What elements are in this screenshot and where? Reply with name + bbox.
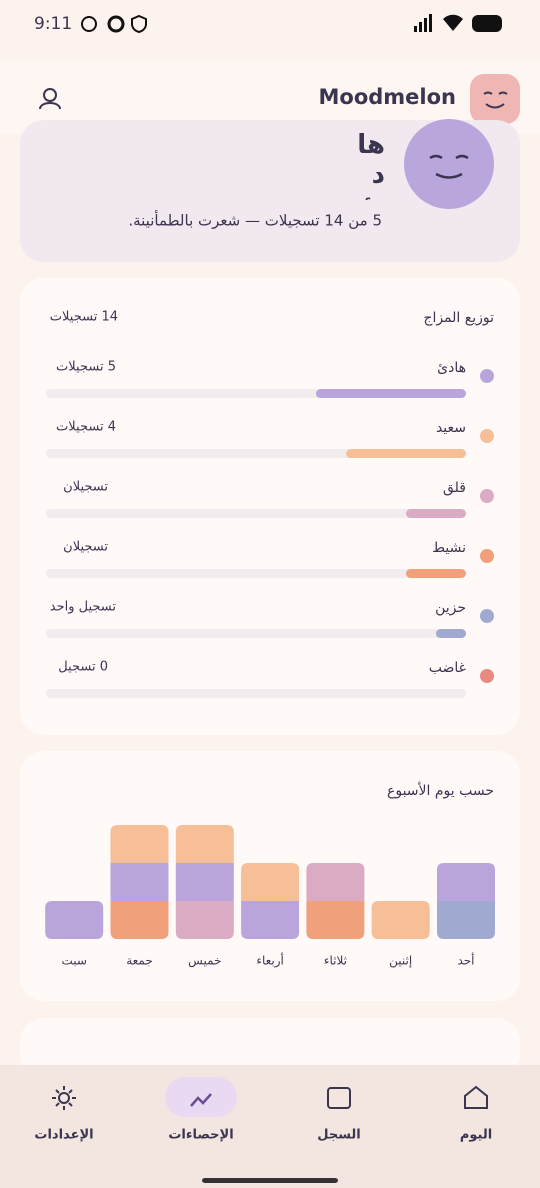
mood-dot bbox=[480, 549, 494, 563]
nav-settings-icon bbox=[52, 1086, 76, 1110]
mood-track bbox=[46, 689, 466, 698]
nav-bar bbox=[0, 1065, 540, 1188]
mood-label: سعيد bbox=[436, 420, 466, 436]
mood-count: تسجيل واحد bbox=[50, 600, 117, 615]
mood-dot bbox=[480, 489, 494, 503]
mood-label: غاضب bbox=[429, 660, 466, 676]
app-title: Moodmelon bbox=[319, 85, 456, 109]
mood-label: حزين bbox=[435, 600, 466, 616]
week-day-label: سبت bbox=[61, 954, 86, 968]
mood-dot bbox=[480, 669, 494, 683]
mood-track bbox=[46, 629, 466, 638]
mood-label: قلق bbox=[443, 480, 466, 496]
nav-label[interactable]: السجل bbox=[317, 1128, 361, 1143]
week-day-label: ثلاثاء bbox=[324, 954, 347, 968]
mood-count: تسجيلان bbox=[63, 540, 108, 555]
mood-dot bbox=[480, 429, 494, 443]
nav-labels: اليوم السجل الإحصاءات الإعدادات bbox=[34, 1128, 492, 1143]
nav-label[interactable]: اليوم bbox=[460, 1128, 492, 1143]
week-segment bbox=[110, 901, 169, 939]
logo-face bbox=[483, 91, 508, 109]
hero-face-features bbox=[429, 154, 469, 179]
nav-home-icon bbox=[464, 1085, 488, 1109]
week-segment bbox=[45, 901, 104, 939]
nav-stats-icon bbox=[190, 1093, 212, 1107]
mood-count: 4 تسجيلات bbox=[56, 420, 116, 435]
mood-count: 5 تسجيلات bbox=[56, 360, 116, 375]
hero-face bbox=[404, 119, 494, 209]
hero-mood: هادئ bbox=[357, 130, 385, 200]
nav-active-pill bbox=[165, 1077, 237, 1117]
mood-label: نشيط bbox=[432, 540, 466, 556]
mood-label: هادئ bbox=[437, 360, 466, 376]
week-segment bbox=[371, 901, 430, 939]
week-segment bbox=[110, 863, 169, 901]
week-day-label: أربعاء bbox=[256, 953, 284, 969]
week-segment bbox=[241, 901, 300, 939]
week-day-label: أحد bbox=[457, 953, 474, 968]
mood-track bbox=[46, 569, 466, 578]
mood-dot bbox=[480, 609, 494, 623]
hero-mood-box: هادئ bbox=[357, 130, 385, 200]
distribution-title: توزيع المزاج bbox=[423, 310, 494, 326]
week-day-label: جمعة bbox=[126, 954, 153, 968]
status-time: 9:11 bbox=[34, 14, 72, 34]
mood-bar bbox=[316, 389, 466, 398]
distribution-total: 14 تسجيلات bbox=[50, 310, 118, 325]
week-segment bbox=[175, 825, 234, 863]
mood-bar bbox=[406, 569, 466, 578]
weekday-chart: أحد إثنين ثلاثاء أربعاء خميس جمعة سبت bbox=[45, 825, 495, 969]
week-segment bbox=[175, 901, 234, 939]
week-day-label: خميس bbox=[188, 954, 221, 969]
hero-summary: 5 من 14 تسجيلات — شعرت بالطمأنينة. bbox=[128, 210, 382, 230]
week-segment bbox=[241, 863, 300, 901]
nav-label[interactable]: الإعدادات bbox=[34, 1128, 93, 1143]
week-segment bbox=[306, 863, 365, 901]
week-segment bbox=[437, 901, 495, 939]
week-segment bbox=[437, 863, 495, 901]
mood-bar bbox=[406, 509, 466, 518]
week-segment bbox=[306, 901, 365, 939]
weekday-title: حسب يوم الأسبوع bbox=[387, 781, 494, 799]
mood-dot bbox=[480, 369, 494, 383]
week-segment bbox=[175, 863, 234, 901]
distribution-list: هادئ 5 تسجيلات سعيد 4 تسجيلات قلق تسجيلان نشيط… bbox=[46, 360, 494, 698]
mood-bar bbox=[346, 449, 466, 458]
hero-card bbox=[20, 120, 520, 262]
home-indicator bbox=[202, 1178, 338, 1183]
mood-count: 0 تسجيل bbox=[58, 660, 108, 675]
mood-count: تسجيلان bbox=[63, 480, 108, 495]
nav-label[interactable]: الإحصاءات bbox=[168, 1128, 233, 1143]
app-logo bbox=[470, 74, 520, 124]
mood-track bbox=[46, 509, 466, 518]
week-segment bbox=[110, 825, 169, 863]
status-icons bbox=[81, 14, 502, 34]
week-day-label: إثنين bbox=[389, 954, 412, 969]
profile-button[interactable] bbox=[39, 88, 61, 110]
nav-log-icon bbox=[327, 1087, 351, 1109]
next-card bbox=[20, 1018, 520, 1078]
mood-bar bbox=[436, 629, 466, 638]
